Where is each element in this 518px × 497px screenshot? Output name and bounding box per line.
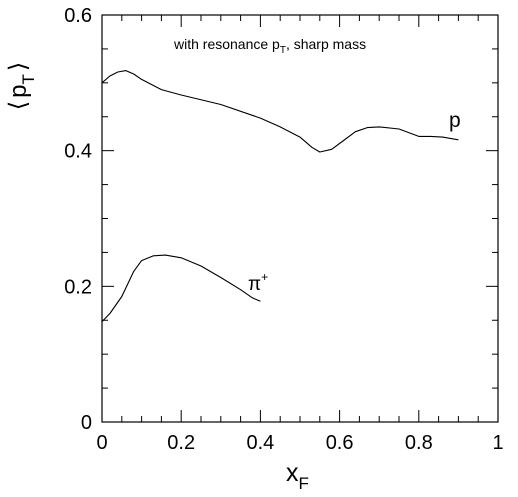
x-tick-label: 0.6 <box>326 432 354 454</box>
y-tick-label: 0.4 <box>64 141 92 163</box>
series-line-pi-plus <box>101 254 261 322</box>
y-tick-label: 0.6 <box>64 5 92 27</box>
series-label-pi-plus: π+ <box>248 270 268 295</box>
y-tick-label: 0 <box>81 412 92 434</box>
x-tick-label: 0 <box>96 432 107 454</box>
series-lines <box>101 70 459 322</box>
x-tick-label: 0.8 <box>405 432 433 454</box>
x-tick-label: 0.2 <box>167 432 195 454</box>
x-tick-label: 1 <box>492 432 503 454</box>
annotation-text: with resonance pT, sharp mass <box>173 36 366 56</box>
x-tick-label: 0.4 <box>246 432 274 454</box>
series-line-p <box>101 70 459 153</box>
y-tick-label: 0.2 <box>64 276 92 298</box>
series-label-p: p <box>449 109 461 132</box>
y-axis-label: ⟨pT⟩ <box>5 62 38 111</box>
x-axis-label: xF <box>286 459 309 493</box>
axis-ticks: 0 0.2 0.4 0.6 0.8 1 0 0.2 0.4 0.6 <box>64 5 503 454</box>
plot-frame <box>101 14 499 423</box>
